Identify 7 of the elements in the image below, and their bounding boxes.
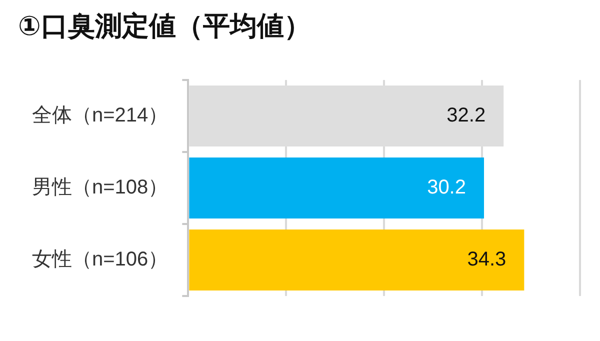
data-label: 32.2	[446, 104, 486, 127]
data-label: 34.3	[467, 248, 506, 271]
data-label: 30.2	[427, 176, 466, 199]
chart-title: ①口臭測定値（平均値）	[18, 10, 312, 43]
y-tick-label: 全体（n=214）	[32, 104, 168, 127]
y-tick-label: 女性（n=106）	[32, 248, 168, 271]
y-tick-label: 男性（n=108）	[32, 176, 168, 199]
